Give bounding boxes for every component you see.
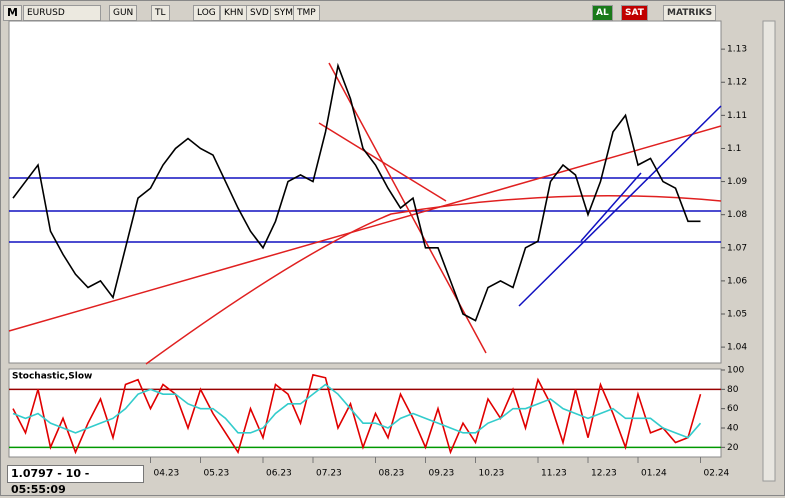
trend-line — [518, 105, 722, 307]
x-tick-label: 12.23 — [591, 469, 617, 479]
y-tick-label: 1.05 — [727, 310, 747, 320]
y-tick-label: 1.1 — [727, 144, 741, 154]
y-tick-label: 80 — [727, 385, 739, 395]
y-tick-label: 1.06 — [727, 276, 747, 286]
x-tick-label: 07.23 — [316, 469, 342, 479]
x-tick-label: 05.23 — [204, 469, 230, 479]
data-line — [12, 383, 702, 439]
y-tick-label: 1.12 — [727, 78, 747, 88]
channel-line — [318, 122, 447, 202]
x-tick-label: 06.23 — [266, 469, 292, 479]
trend-line — [8, 125, 722, 332]
x-tick-label: 09.23 — [429, 469, 455, 479]
y-tick-label: 1.09 — [727, 177, 747, 187]
data-line — [12, 373, 702, 455]
y-tick-label: 1.08 — [727, 210, 747, 220]
y-tick-label: 1.11 — [727, 111, 747, 121]
x-tick-label: 02.24 — [704, 469, 730, 479]
y-tick-label: 1.04 — [727, 343, 747, 353]
y-tick-label: 60 — [727, 404, 739, 414]
x-tick-label: 10.23 — [479, 469, 505, 479]
x-tick-label: 11.23 — [541, 469, 567, 479]
y-tick-label: 1.13 — [727, 45, 747, 55]
x-tick-label: 04.23 — [154, 469, 180, 479]
trend-line — [580, 172, 642, 242]
data-line — [12, 62, 701, 322]
y-tick-label: 100 — [727, 366, 744, 376]
status-box: 1.0797 - 10 - 05:55:09 — [7, 465, 144, 496]
scrollbar[interactable] — [762, 20, 776, 482]
chart: Stochastic,Slow 1.13 1.12 1.11 1.1 1.09 1.08 1… — [8, 20, 776, 482]
y-tick-label: 1.07 — [727, 243, 747, 253]
toolbar-button[interactable]: TMP — [293, 5, 320, 21]
moving-average — [145, 195, 722, 365]
price-panel — [8, 20, 722, 364]
y-tick-label: 20 — [727, 443, 739, 453]
y-tick-label: 40 — [727, 424, 739, 434]
x-tick-label: 08.23 — [379, 469, 405, 479]
x-tick-label: 01.24 — [641, 469, 667, 479]
indicator-title: Stochastic,Slow — [12, 372, 92, 382]
